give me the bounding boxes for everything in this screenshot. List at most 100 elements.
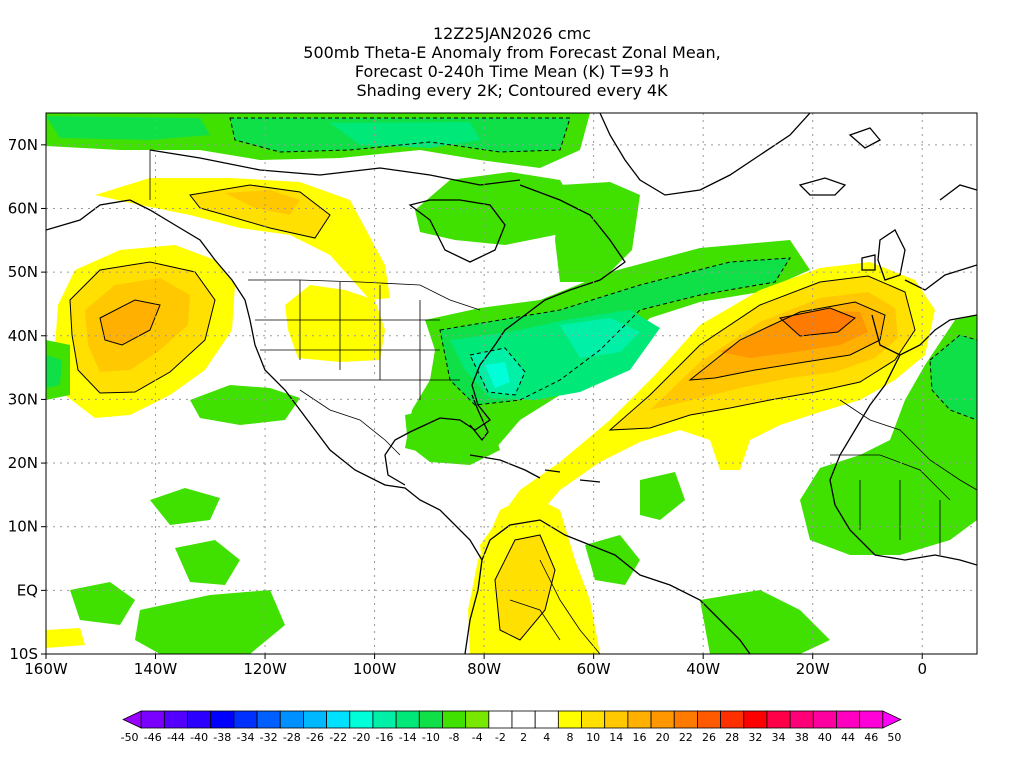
colorbar-label: -16 [376,731,394,744]
colorbar-label: -28 [283,731,301,744]
lat-tick-label: 60N [8,199,38,217]
colorbar-label: -34 [236,731,254,744]
political-borders [149,150,977,654]
colorbar-label: 28 [725,731,739,744]
colorbar-label: -20 [352,731,370,744]
colorbar-swatch [789,710,814,729]
colorbar-swatch [122,710,142,729]
gridlines [46,113,977,654]
negative-contours [229,117,977,421]
colorbar-swatch [418,710,443,729]
colorbar-label: -26 [306,731,324,744]
lat-tick-label: EQ [17,581,38,599]
colorbar-swatch [326,710,351,729]
lat-tick-label: 20N [8,454,38,472]
colorbar-label: 26 [702,731,716,744]
colorbar-label: -38 [213,731,231,744]
anomaly-shading [46,113,977,654]
lon-tick-label: 120W [243,660,287,678]
colorbar-swatch [812,710,837,729]
colorbar-swatch [303,710,327,729]
colorbar-swatch [233,710,258,729]
colorbar-swatch [720,710,745,729]
lon-tick-label: 140W [134,660,178,678]
colorbar-swatch [836,710,861,729]
colorbar-swatch [557,710,582,729]
colorbar-label: 46 [864,731,878,744]
colorbar-label: 38 [795,731,809,744]
colorbar-label: -40 [190,731,208,744]
colorbar-label: 16 [632,731,646,744]
lon-tick-label: 20W [796,660,830,678]
lon-tick-label: 100W [353,660,397,678]
lat-tick-label: 40N [8,327,38,345]
latitude-axis: 70N 60N 50N 40N 30N 20N 10N EQ 10S [8,136,46,663]
colorbar-label: 20 [656,731,670,744]
lon-tick-label: 160W [24,660,68,678]
colorbar-swatch [256,710,281,729]
lat-tick-label: 10S [9,645,38,663]
colorbar [122,710,902,729]
colorbar-label: 40 [818,731,832,744]
lat-tick-label: 70N [8,136,38,154]
colorbar-label: -10 [422,731,440,744]
colorbar-swatch [766,710,791,729]
lon-tick-label: 80W [467,660,501,678]
colorbar-label: 10 [586,731,600,744]
colorbar-swatch [163,710,188,729]
colorbar-swatch [140,710,165,729]
title-line-3: Forecast 0-240h Time Mean (K) T=93 h [354,62,670,81]
lat-tick-label: 30N [8,390,38,408]
longitude-axis: 160W 140W 120W 100W 80W 60W 40W 20W 0 [24,654,927,678]
colorbar-label: 32 [748,731,762,744]
colorbar-label: -32 [260,731,278,744]
colorbar-swatch [650,710,675,729]
lon-tick-label: 60W [577,660,611,678]
colorbar-label: -2 [495,731,506,744]
lon-tick-label: 40W [686,660,720,678]
colorbar-label: 44 [841,731,855,744]
colorbar-swatch [581,710,606,729]
colorbar-label: 22 [679,731,693,744]
colorbar-swatch [511,710,536,729]
colorbar-label: 50 [887,731,901,744]
colorbar-swatch [372,710,397,729]
colorbar-swatch [673,710,698,729]
colorbar-swatch [395,710,420,729]
colorbar-label: -22 [329,731,347,744]
lat-tick-label: 10N [8,518,38,536]
colorbar-swatch [743,710,768,729]
lat-tick-label: 50N [8,263,38,281]
colorbar-label: -14 [399,731,417,744]
colorbar-label: 4 [543,731,550,744]
colorbar-swatch [882,710,902,729]
colorbar-swatch [697,710,721,729]
colorbar-swatch [604,710,629,729]
colorbar-label: -4 [472,731,483,744]
colorbar-label: -46 [144,731,162,744]
colorbar-swatch [442,710,467,729]
title-line-1: 12Z25JAN2026 cmc [432,24,591,43]
colorbar-swatch [488,710,513,729]
colorbar-swatch [627,710,652,729]
colorbar-label: -44 [167,731,185,744]
colorbar-label: 8 [566,731,573,744]
colorbar-swatch [534,710,559,729]
lon-tick-label: 0 [917,660,927,678]
colorbar-label: -8 [449,731,460,744]
colorbar-swatch [210,710,235,729]
plot-frame [45,112,978,655]
map-title: 12Z25JAN2026 cmc 500mb Theta-E Anomaly f… [0,24,1024,100]
colorbar-swatch [859,710,884,729]
colorbar-swatch [465,710,490,729]
colorbar-label: 14 [609,731,623,744]
colorbar-swatch [349,710,374,729]
colorbar-swatch [279,710,304,729]
contours [69,184,916,641]
title-line-4: Shading every 2K; Contoured every 4K [356,81,668,100]
colorbar-label: -50 [121,731,139,744]
colorbar-label: 2 [520,731,527,744]
colorbar-swatch [187,710,212,729]
title-line-2: 500mb Theta-E Anomaly from Forecast Zona… [303,43,721,62]
